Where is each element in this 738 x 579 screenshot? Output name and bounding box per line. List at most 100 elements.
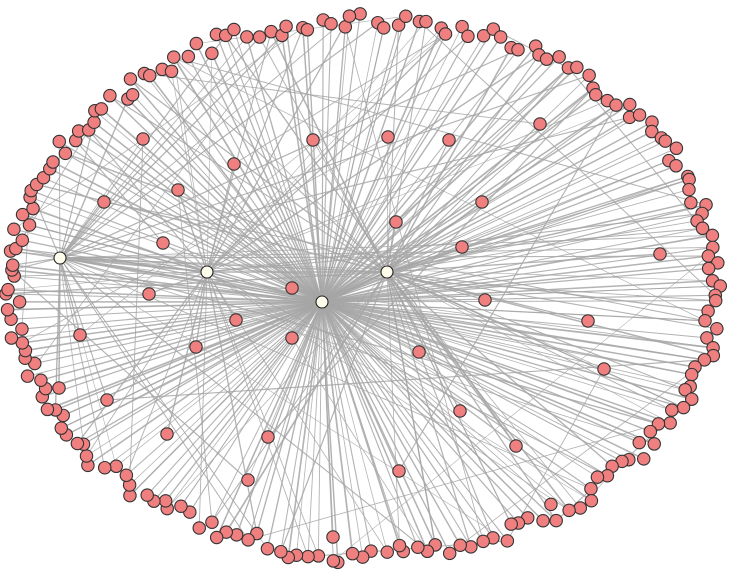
graph-node-peripheral[interactable] <box>623 97 637 112</box>
graph-node-peripheral[interactable] <box>181 49 196 64</box>
graph-node-interior[interactable] <box>227 157 241 171</box>
graph-node-peripheral[interactable] <box>669 141 684 156</box>
graph-node-peripheral[interactable] <box>570 60 584 75</box>
graph-node-peripheral[interactable] <box>58 146 73 161</box>
graph-node-peripheral[interactable] <box>700 331 714 345</box>
graph-node-peripheral[interactable] <box>658 134 673 148</box>
graph-node-peripheral[interactable] <box>645 124 659 139</box>
graph-node-interior[interactable] <box>597 362 611 376</box>
graph-node-hub[interactable] <box>53 251 67 265</box>
graph-node-peripheral[interactable] <box>710 322 724 336</box>
graph-node-peripheral[interactable] <box>20 369 35 383</box>
graph-node-peripheral[interactable] <box>461 29 475 44</box>
graph-node-peripheral[interactable] <box>0 302 15 317</box>
graph-node-peripheral[interactable] <box>701 261 716 276</box>
graph-node-peripheral[interactable] <box>647 437 661 451</box>
graph-node-interior[interactable] <box>136 132 150 146</box>
graph-node-interior[interactable] <box>455 240 469 254</box>
graph-node-peripheral[interactable] <box>643 424 658 439</box>
graph-node-peripheral[interactable] <box>123 72 138 86</box>
graph-node-peripheral[interactable] <box>166 50 181 64</box>
graph-node-peripheral[interactable] <box>392 538 407 553</box>
graph-node-peripheral[interactable] <box>301 549 315 564</box>
graph-node-peripheral[interactable] <box>79 449 94 463</box>
graph-node-peripheral[interactable] <box>241 533 255 547</box>
graph-node-peripheral[interactable] <box>7 222 21 236</box>
graph-node-peripheral[interactable] <box>205 515 219 530</box>
graph-node-peripheral[interactable] <box>584 481 598 496</box>
graph-node-peripheral[interactable] <box>676 400 691 415</box>
graph-node-peripheral[interactable] <box>252 30 267 44</box>
graph-node-peripheral[interactable] <box>260 541 275 556</box>
graph-node-interior[interactable] <box>442 133 456 147</box>
graph-node-peripheral[interactable] <box>476 534 490 549</box>
graph-node-peripheral[interactable] <box>158 494 173 508</box>
graph-node-peripheral[interactable] <box>544 497 558 512</box>
graph-node-peripheral[interactable] <box>609 98 623 112</box>
graph-node-peripheral[interactable] <box>684 195 698 210</box>
graph-node-peripheral[interactable] <box>391 18 406 32</box>
graph-node-peripheral[interactable] <box>493 30 508 44</box>
graph-node-peripheral[interactable] <box>376 21 391 35</box>
graph-node-peripheral[interactable] <box>12 295 27 309</box>
graph-node-peripheral[interactable] <box>274 544 288 559</box>
graph-node-peripheral[interactable] <box>708 293 723 308</box>
graph-node-peripheral[interactable] <box>504 517 518 531</box>
graph-node-peripheral[interactable] <box>442 546 457 561</box>
graph-node-peripheral[interactable] <box>552 50 566 64</box>
graph-node-interior[interactable] <box>142 287 156 301</box>
graph-node-interior[interactable] <box>326 530 340 544</box>
graph-node-peripheral[interactable] <box>345 546 360 561</box>
graph-node-peripheral[interactable] <box>34 373 48 387</box>
graph-node-peripheral[interactable] <box>536 513 550 528</box>
graph-node-interior[interactable] <box>100 393 114 407</box>
graph-node-peripheral[interactable] <box>109 459 123 474</box>
graph-node-interior[interactable] <box>171 183 185 197</box>
graph-node-peripheral[interactable] <box>54 421 69 435</box>
graph-node-interior[interactable] <box>97 195 111 209</box>
graph-node-peripheral[interactable] <box>87 115 101 130</box>
graph-node-peripheral[interactable] <box>651 417 666 431</box>
graph-node-peripheral[interactable] <box>453 538 467 553</box>
graph-node-peripheral[interactable] <box>562 503 576 518</box>
graph-node-peripheral[interactable] <box>227 22 241 37</box>
graph-node-peripheral[interactable] <box>279 19 293 34</box>
graph-node-peripheral[interactable] <box>189 36 204 51</box>
graph-node-peripheral[interactable] <box>684 367 699 382</box>
graph-node-interior[interactable] <box>285 331 299 345</box>
graph-node-peripheral[interactable] <box>669 159 683 173</box>
graph-node-interior[interactable] <box>241 473 255 487</box>
graph-node-peripheral[interactable] <box>140 488 154 502</box>
graph-node-peripheral[interactable] <box>174 499 188 513</box>
graph-node-peripheral[interactable] <box>300 23 315 37</box>
graph-node-peripheral[interactable] <box>46 155 60 169</box>
graph-node-interior[interactable] <box>509 439 523 453</box>
graph-node-interior[interactable] <box>381 130 395 144</box>
graph-node-interior[interactable] <box>475 195 489 209</box>
graph-node-peripheral[interactable] <box>209 530 224 545</box>
graph-node-peripheral[interactable] <box>632 435 647 450</box>
graph-node-peripheral[interactable] <box>5 258 20 272</box>
graph-node-peripheral[interactable] <box>411 540 425 555</box>
graph-node-peripheral[interactable] <box>682 182 696 197</box>
graph-node-peripheral[interactable] <box>192 521 207 535</box>
graph-node-peripheral[interactable] <box>52 134 66 149</box>
graph-node-peripheral[interactable] <box>22 218 37 232</box>
graph-node-peripheral[interactable] <box>685 392 699 406</box>
graph-node-peripheral[interactable] <box>326 554 341 568</box>
graph-node-peripheral[interactable] <box>4 331 19 345</box>
graph-node-peripheral[interactable] <box>40 402 55 417</box>
graph-node-interior[interactable] <box>285 281 299 295</box>
graph-node-peripheral[interactable] <box>119 468 134 483</box>
graph-node-peripheral[interactable] <box>97 460 112 475</box>
graph-node-peripheral[interactable] <box>573 501 588 515</box>
graph-node-peripheral[interactable] <box>549 513 563 528</box>
graph-node-hub[interactable] <box>380 265 394 279</box>
graph-node-peripheral[interactable] <box>438 27 453 41</box>
graph-node-interior[interactable] <box>412 345 426 359</box>
graph-node-peripheral[interactable] <box>15 233 30 247</box>
graph-node-peripheral[interactable] <box>705 228 720 243</box>
graph-node-peripheral[interactable] <box>205 46 219 61</box>
graph-node-peripheral[interactable] <box>665 403 679 417</box>
graph-node-interior[interactable] <box>653 247 667 261</box>
